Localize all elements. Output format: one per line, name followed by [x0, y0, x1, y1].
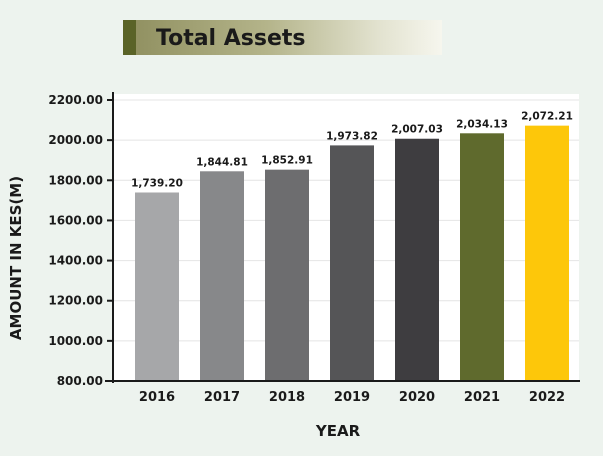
y-tick-label: 1800.00	[48, 173, 103, 187]
data-label: 1,973.82	[326, 130, 378, 142]
y-tick-label: 2000.00	[48, 133, 103, 147]
data-label: 2,034.13	[456, 118, 508, 130]
data-label: 1,844.81	[196, 156, 248, 168]
y-tick-label: 1200.00	[48, 294, 103, 308]
bar-2021	[460, 133, 504, 381]
chart-title: Total Assets	[156, 26, 306, 51]
data-label: 1,739.20	[131, 177, 183, 189]
x-tick-label: 2021	[464, 390, 500, 405]
y-axis-title: AMOUNT IN KES(M)	[7, 176, 25, 340]
y-tick-label: 1000.00	[48, 334, 103, 348]
x-tick-label: 2022	[529, 390, 565, 405]
title-accent-bar	[123, 20, 136, 55]
y-tick-label: 1600.00	[48, 213, 103, 227]
bar-2017	[200, 171, 244, 381]
bar-2020	[395, 138, 439, 381]
x-axis-title: YEAR	[315, 422, 361, 440]
data-label: 2,007.03	[391, 124, 443, 136]
x-tick-label: 2018	[269, 390, 305, 405]
x-tick-label: 2016	[139, 390, 175, 405]
y-tick-label: 1400.00	[48, 254, 103, 268]
bar-2018	[265, 169, 309, 381]
x-ticks: 2016 2017 2018 2019 2020 2021 2022	[139, 390, 565, 405]
bar-2016	[135, 192, 179, 381]
bars	[135, 125, 569, 381]
data-label: 2,072.21	[521, 111, 573, 123]
x-tick-label: 2020	[399, 390, 435, 405]
y-ticks: 800.00 1000.00 1200.00 1400.00 1600.00 1800.0…	[48, 93, 113, 388]
bar-2019	[330, 145, 374, 381]
data-label: 1,852.91	[261, 155, 313, 167]
y-tick-label: 800.00	[57, 374, 103, 388]
title-banner: Total Assets	[123, 20, 442, 55]
value-labels: 1,739.20 1,844.81 1,852.91 1,973.82 2,007.03…	[131, 111, 573, 190]
x-tick-label: 2019	[334, 390, 370, 405]
bar-2022	[525, 125, 569, 381]
x-tick-label: 2017	[204, 390, 240, 405]
y-tick-label: 2200.00	[48, 93, 103, 107]
